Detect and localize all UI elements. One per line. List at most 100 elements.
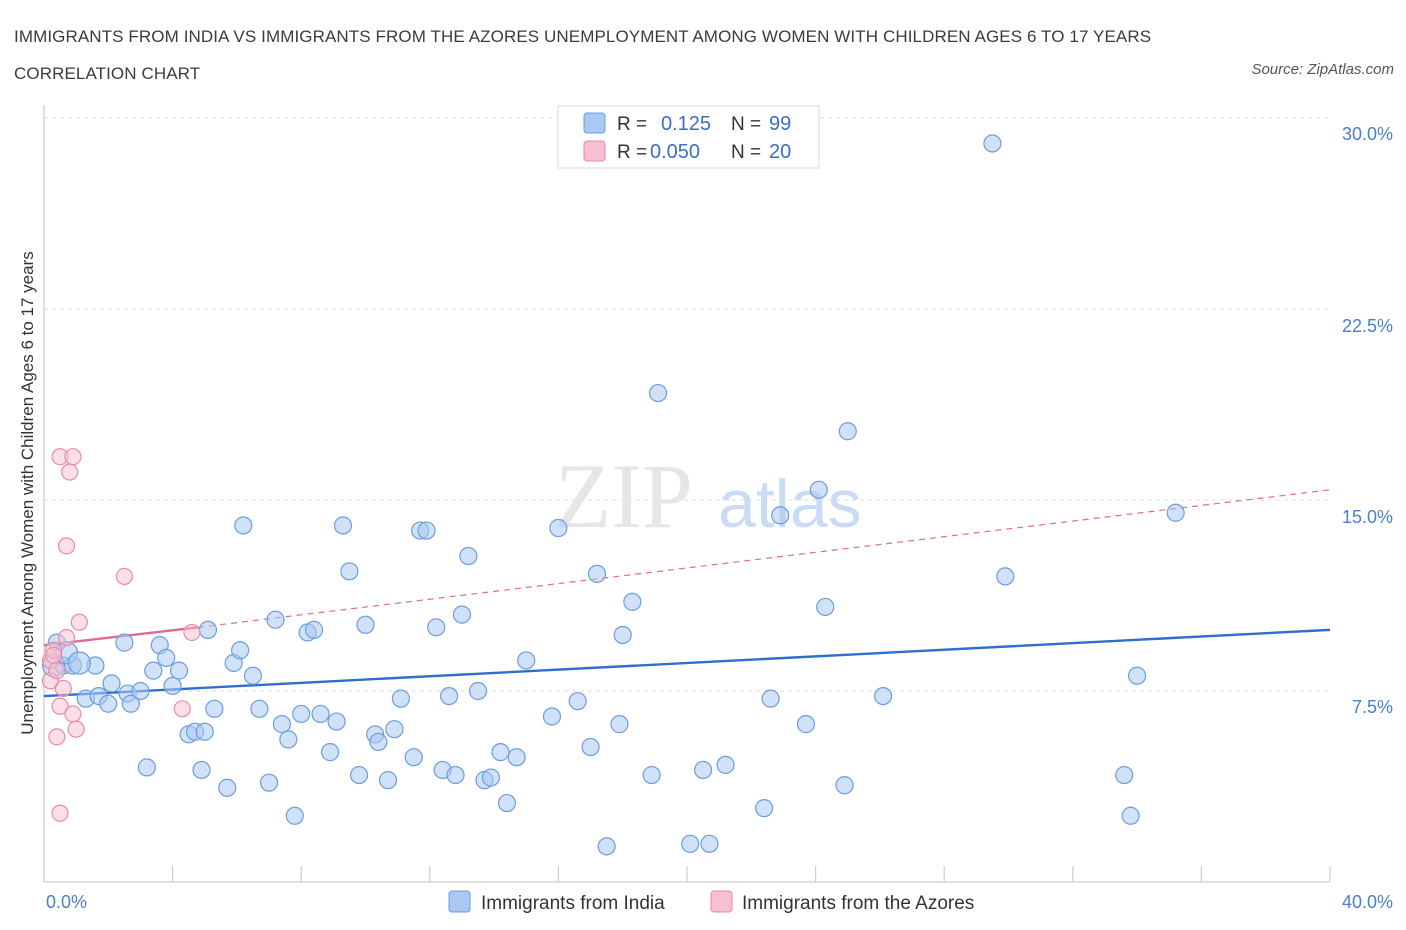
india-point bbox=[340, 562, 359, 581]
india-point bbox=[356, 615, 375, 634]
legend-azores-n-label: N = bbox=[731, 142, 761, 163]
bottom-legend-swatch-azores bbox=[710, 890, 733, 913]
india-point bbox=[243, 666, 263, 685]
india-point bbox=[67, 651, 91, 675]
india-point bbox=[205, 699, 224, 718]
india-point bbox=[549, 518, 568, 538]
azores-point bbox=[61, 463, 79, 481]
india-point bbox=[497, 793, 517, 813]
x-tick-label-max: 40.0% bbox=[1342, 892, 1393, 912]
y-tick-labels: 7.5% 15.0% 22.5% 30.0% bbox=[1342, 124, 1393, 717]
india-point bbox=[404, 748, 423, 767]
india-point bbox=[809, 480, 828, 499]
legend-india-r-label: R = bbox=[617, 114, 647, 135]
india-point bbox=[587, 564, 607, 583]
india-point bbox=[121, 694, 140, 713]
india-point bbox=[542, 707, 562, 726]
correlation-legend: R = 0.125 N = 99 R = 0.050 N = 20 bbox=[557, 105, 820, 169]
india-point bbox=[491, 743, 510, 762]
india-point bbox=[304, 620, 324, 639]
india-point bbox=[250, 699, 269, 718]
watermark-zip: ZIP bbox=[555, 445, 693, 547]
azores-point bbox=[48, 662, 66, 680]
legend-india-r-value: 0.125 bbox=[661, 113, 711, 135]
india-point bbox=[716, 755, 735, 774]
india-point bbox=[417, 521, 436, 540]
india-point bbox=[568, 692, 587, 711]
azores-point bbox=[67, 720, 85, 738]
bottom-legend-india: Immigrants from India bbox=[481, 893, 665, 914]
india-point bbox=[693, 760, 713, 780]
india-point bbox=[279, 730, 298, 749]
azores-point bbox=[115, 567, 133, 586]
india-point bbox=[610, 715, 629, 734]
chart-title: IMMIGRANTS FROM INDIA VS IMMIGRANTS FROM… bbox=[14, 27, 1152, 83]
india-points bbox=[42, 134, 1185, 856]
india-point bbox=[517, 651, 536, 670]
azores-trend-dashed-extension bbox=[198, 489, 1331, 628]
india-point bbox=[1115, 765, 1134, 785]
india-point bbox=[642, 765, 661, 785]
india-point bbox=[1166, 503, 1185, 522]
watermark-atlas: atlas bbox=[718, 466, 862, 542]
india-point bbox=[369, 732, 388, 752]
azores-point bbox=[70, 613, 88, 631]
india-point bbox=[333, 516, 353, 535]
india-point bbox=[996, 567, 1015, 586]
azores-point bbox=[57, 628, 76, 647]
india-point bbox=[681, 834, 700, 853]
azores-point bbox=[51, 697, 69, 715]
india-point bbox=[481, 768, 500, 787]
legend-india-n-value: 99 bbox=[769, 113, 791, 135]
india-point bbox=[761, 689, 780, 708]
india-trend-line bbox=[43, 628, 1331, 698]
y-tick-label-22-5: 22.5% bbox=[1342, 316, 1393, 336]
india-point bbox=[321, 743, 340, 762]
india-point bbox=[137, 758, 156, 777]
legend-azores-n-value: 20 bbox=[769, 141, 791, 163]
india-point bbox=[259, 773, 279, 792]
legend-azores-r-value: 0.050 bbox=[650, 141, 700, 163]
india-point bbox=[439, 686, 459, 706]
india-point bbox=[1121, 806, 1140, 825]
india-point bbox=[272, 715, 292, 734]
india-point bbox=[597, 837, 616, 856]
india-point bbox=[452, 605, 472, 624]
india-point bbox=[192, 760, 211, 780]
x-tick-label-min: 0.0% bbox=[46, 892, 87, 912]
legend-azores-r-label: R = bbox=[617, 142, 647, 163]
india-point bbox=[218, 778, 237, 797]
india-point bbox=[468, 681, 488, 701]
y-axis-label: Unemployment Among Women with Children A… bbox=[18, 251, 37, 735]
india-point bbox=[459, 546, 478, 566]
india-point bbox=[874, 686, 893, 706]
y-tick-label-30: 30.0% bbox=[1342, 124, 1393, 144]
india-point bbox=[700, 834, 719, 853]
india-point bbox=[266, 610, 285, 629]
azores-point bbox=[57, 537, 76, 555]
series-legend: Immigrants from India Immigrants from th… bbox=[448, 890, 974, 914]
legend-india-n-label: N = bbox=[731, 114, 761, 135]
azores-point bbox=[51, 804, 69, 822]
india-point bbox=[816, 597, 835, 617]
azores-point bbox=[173, 700, 191, 718]
legend-swatch-azores bbox=[583, 140, 606, 162]
india-point bbox=[1127, 666, 1147, 685]
india-point bbox=[391, 689, 410, 708]
india-point bbox=[446, 765, 465, 785]
azores-point bbox=[54, 679, 72, 698]
grid-lines bbox=[44, 117, 1330, 692]
india-point bbox=[349, 765, 369, 785]
india-point bbox=[427, 618, 446, 637]
india-point bbox=[163, 676, 182, 696]
india-point bbox=[311, 704, 330, 724]
india-point bbox=[507, 748, 526, 767]
azores-point bbox=[64, 448, 82, 466]
india-point bbox=[835, 776, 854, 795]
india-point bbox=[771, 506, 790, 525]
india-point bbox=[292, 704, 311, 724]
x-axis-ticks bbox=[172, 866, 1331, 882]
azores-point bbox=[48, 728, 66, 746]
india-point bbox=[169, 661, 189, 680]
